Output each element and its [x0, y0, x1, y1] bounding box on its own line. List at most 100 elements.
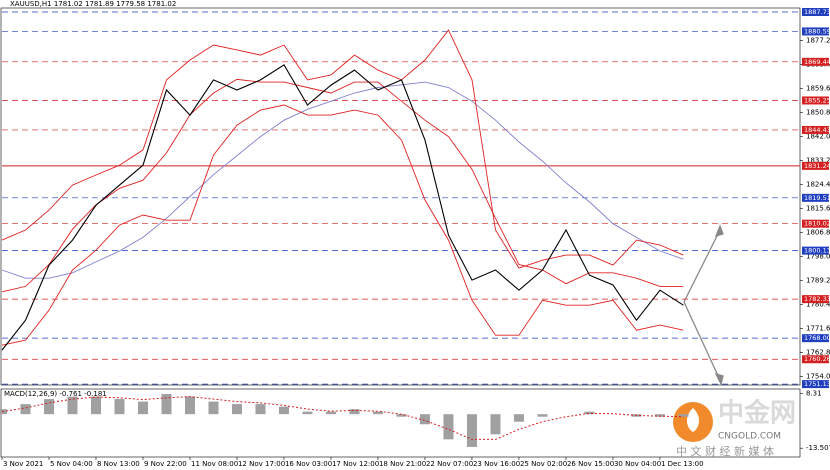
macd-bar — [654, 414, 665, 417]
series-line — [1, 78, 684, 293]
level-box — [802, 27, 829, 36]
level-box — [802, 57, 829, 66]
macd-bar — [43, 399, 54, 415]
x-tick-label: 1 Dec 13:00 — [661, 460, 704, 468]
arrow-head — [714, 372, 724, 386]
level-label: 1887.73 — [804, 8, 830, 16]
x-tick-label: 3 Nov 2021 — [3, 460, 43, 468]
y-tick-label: 1754.00 — [806, 372, 830, 380]
level-label: 1831.24 — [804, 162, 830, 170]
macd-bar — [325, 411, 336, 415]
y-tick-label: 1833.20 — [806, 157, 830, 165]
logo-flame — [686, 408, 700, 432]
x-tick-label: 8 Nov 13:00 — [97, 460, 140, 468]
macd-bar — [537, 414, 548, 417]
level-label: 1782.33 — [804, 295, 830, 303]
y-tick-label: 1771.60 — [806, 324, 830, 332]
y-tick-label: 1806.80 — [806, 228, 830, 236]
y-tick-label: -13.507 — [806, 444, 830, 452]
y-tick-label: 1859.60 — [806, 85, 830, 93]
x-tick-label: 22 Nov 07:00 — [426, 460, 473, 468]
y-tick-label: 1824.40 — [806, 181, 830, 189]
series-line — [1, 29, 684, 269]
macd-bar — [584, 411, 595, 415]
logo-site: CNGOLD.COM — [718, 432, 781, 442]
level-box — [802, 219, 829, 228]
level-box — [802, 96, 829, 105]
x-tick-label: 23 Nov 16:00 — [473, 460, 520, 468]
x-tick-label: 11 Nov 08:00 — [191, 460, 238, 468]
y-tick-label: 8.31 — [806, 389, 822, 397]
macd-bar — [90, 396, 101, 415]
x-tick-label: 26 Nov 15:00 — [567, 460, 614, 468]
level-label: 1760.26 — [804, 355, 830, 363]
level-label: 1880.59 — [804, 27, 830, 35]
macd-title: MACD(12,26,9) -0.761 -0.181 — [4, 390, 107, 398]
logo: 中金网 CNGOLD.COM 中 文 财 经 新 媒 体 — [673, 398, 796, 458]
series-line — [1, 104, 684, 346]
price-frame — [0, 7, 801, 386]
macd-bar — [114, 399, 125, 415]
level-label: 1819.51 — [804, 194, 830, 202]
macd-bar — [443, 414, 454, 440]
level-box — [802, 8, 829, 17]
macd-bar — [208, 401, 219, 415]
macd-bar — [419, 414, 430, 425]
macd-bar — [490, 414, 501, 435]
arrow-head — [714, 224, 724, 237]
level-label: 1869.44 — [804, 58, 830, 66]
level-label: 1855.25 — [804, 96, 830, 104]
macd-bar — [231, 404, 242, 415]
level-box — [802, 125, 829, 134]
level-label: 1751.13 — [804, 380, 830, 388]
macd-bar — [396, 414, 407, 417]
y-tick-label: 1762.80 — [806, 348, 830, 356]
level-box — [802, 295, 829, 304]
price-title: XAUUSD,H1 1781.02 1781.89 1779.58 1781.0… — [10, 0, 176, 8]
macd-frame — [0, 388, 801, 458]
level-box — [802, 355, 829, 364]
arrow-up — [683, 229, 721, 303]
x-tick-label: 12 Nov 17:00 — [238, 460, 285, 468]
macd-bar — [513, 414, 524, 422]
macd-bar — [184, 396, 195, 415]
level-box — [802, 193, 829, 202]
projection-arrows — [683, 224, 724, 386]
macd-bar — [161, 394, 172, 415]
y-tick-label: 1842.00 — [806, 133, 830, 141]
series-line — [1, 64, 684, 351]
macd-bar — [67, 396, 78, 415]
level-box — [802, 334, 829, 343]
y-tick-label: 1798.00 — [806, 252, 830, 260]
arrow-down — [683, 301, 721, 381]
x-tick-label: 30 Nov 04:00 — [614, 460, 661, 468]
macd-bar — [349, 409, 360, 415]
x-tick-label: 5 Nov 04:00 — [50, 460, 93, 468]
level-box — [802, 246, 829, 255]
x-tick-label: 25 Nov 02:00 — [520, 460, 567, 468]
level-label: 1844.43 — [804, 126, 830, 134]
macd-bar — [255, 404, 266, 415]
level-label: 1810.02 — [804, 220, 830, 228]
y-tick-label: 1877.20 — [806, 37, 830, 45]
macd-bar — [137, 401, 148, 415]
level-box — [802, 380, 829, 389]
level-label: 1800.13 — [804, 247, 830, 255]
macd-bar — [20, 404, 31, 415]
y-tick-label: 1780.40 — [806, 300, 830, 308]
level-label: 1768.00 — [804, 334, 830, 342]
y-tick-label: 1789.20 — [806, 276, 830, 284]
x-tick-label: 17 Nov 12:00 — [332, 460, 379, 468]
macd-bar — [302, 411, 313, 415]
macd-bar — [466, 414, 477, 447]
macd-bar — [278, 406, 289, 415]
macd-bar — [678, 414, 689, 417]
x-tick-label: 9 Nov 22:00 — [144, 460, 187, 468]
series-line — [1, 81, 684, 279]
macd-bar — [372, 411, 383, 415]
logo-name: 中金网 — [718, 398, 796, 429]
logo-tagline: 中 文 财 经 新 媒 体 — [676, 444, 774, 458]
x-tick-label: 18 Nov 21:00 — [379, 460, 426, 468]
